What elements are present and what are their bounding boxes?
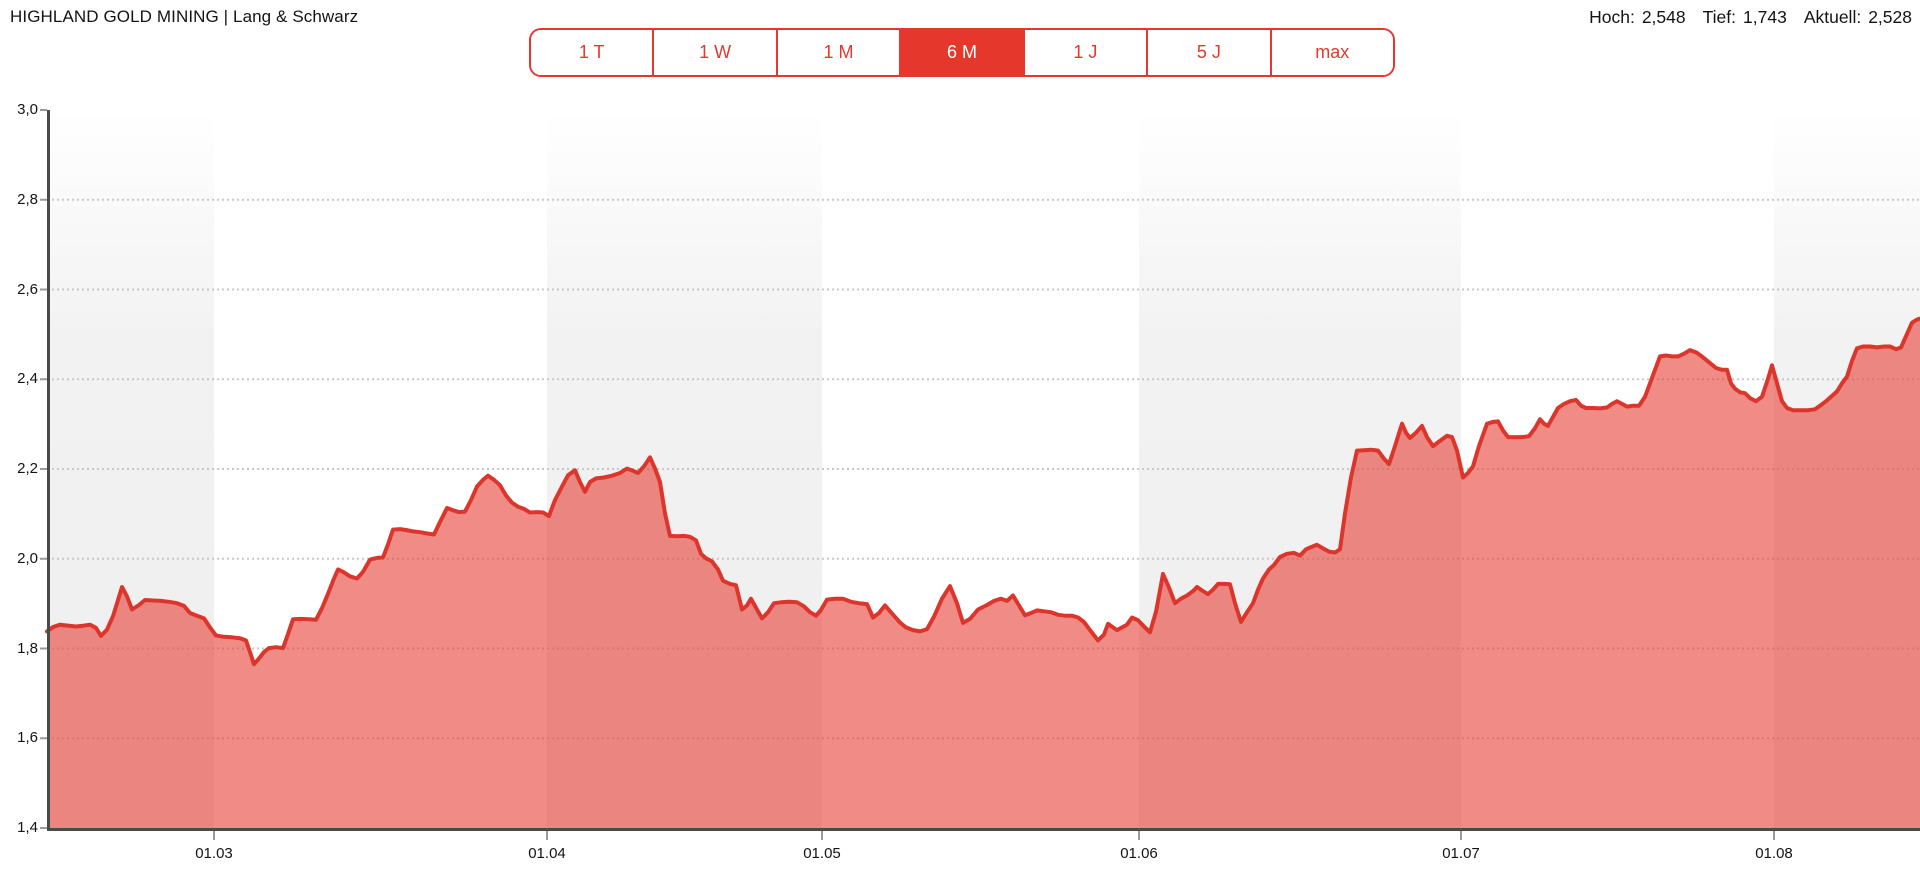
range-button-1j[interactable]: 1 J <box>1022 30 1147 75</box>
range-button-1w[interactable]: 1 W <box>652 30 776 75</box>
high-label: Hoch: <box>1589 7 1635 27</box>
range-button-1t[interactable]: 1 T <box>531 30 653 75</box>
x-tick-label: 01.08 <box>1755 845 1793 862</box>
y-tick-label: 3,0 <box>17 101 38 118</box>
page-title: HIGHLAND GOLD MINING | Lang & Schwarz <box>10 7 359 26</box>
y-tick-label: 2,6 <box>17 280 38 298</box>
y-tick-label: 2,8 <box>17 190 38 208</box>
y-tick-label: 2,4 <box>17 370 38 388</box>
low-value: 1,743 <box>1743 7 1787 27</box>
x-tick-label: 01.05 <box>803 845 841 862</box>
price-stats: Hoch: 2,548 Tief: 1,743 Aktuell: 2,528 <box>1589 7 1912 28</box>
x-tick-label: 01.04 <box>528 845 566 862</box>
current-value: 2,528 <box>1868 7 1912 27</box>
y-tick-label: 1,6 <box>17 729 38 747</box>
range-button-max[interactable]: max <box>1269 30 1393 75</box>
range-button-6m[interactable]: 6 M <box>899 30 1023 75</box>
tick-marks <box>40 109 1775 840</box>
current-label: Aktuell: <box>1803 7 1862 27</box>
y-tick-label: 1,4 <box>17 819 38 836</box>
low-label: Tief: <box>1702 7 1737 27</box>
y-tick-label: 2,0 <box>17 549 38 567</box>
range-button-5j[interactable]: 5 J <box>1146 30 1270 75</box>
axes <box>47 110 1920 831</box>
y-tick-label: 2,2 <box>17 460 38 477</box>
x-tick-label: 01.03 <box>195 845 233 862</box>
high-value: 2,548 <box>1641 7 1686 27</box>
price-area-series <box>45 316 1920 828</box>
range-button-1m[interactable]: 1 M <box>775 30 900 75</box>
y-tick-label: 1,8 <box>17 639 38 657</box>
x-tick-label: 01.07 <box>1442 845 1480 862</box>
range-toolbar: 1 T 1 W 1 M 6 M 1 J 5 J max <box>529 28 1395 77</box>
x-tick-label: 01.06 <box>1120 845 1158 862</box>
